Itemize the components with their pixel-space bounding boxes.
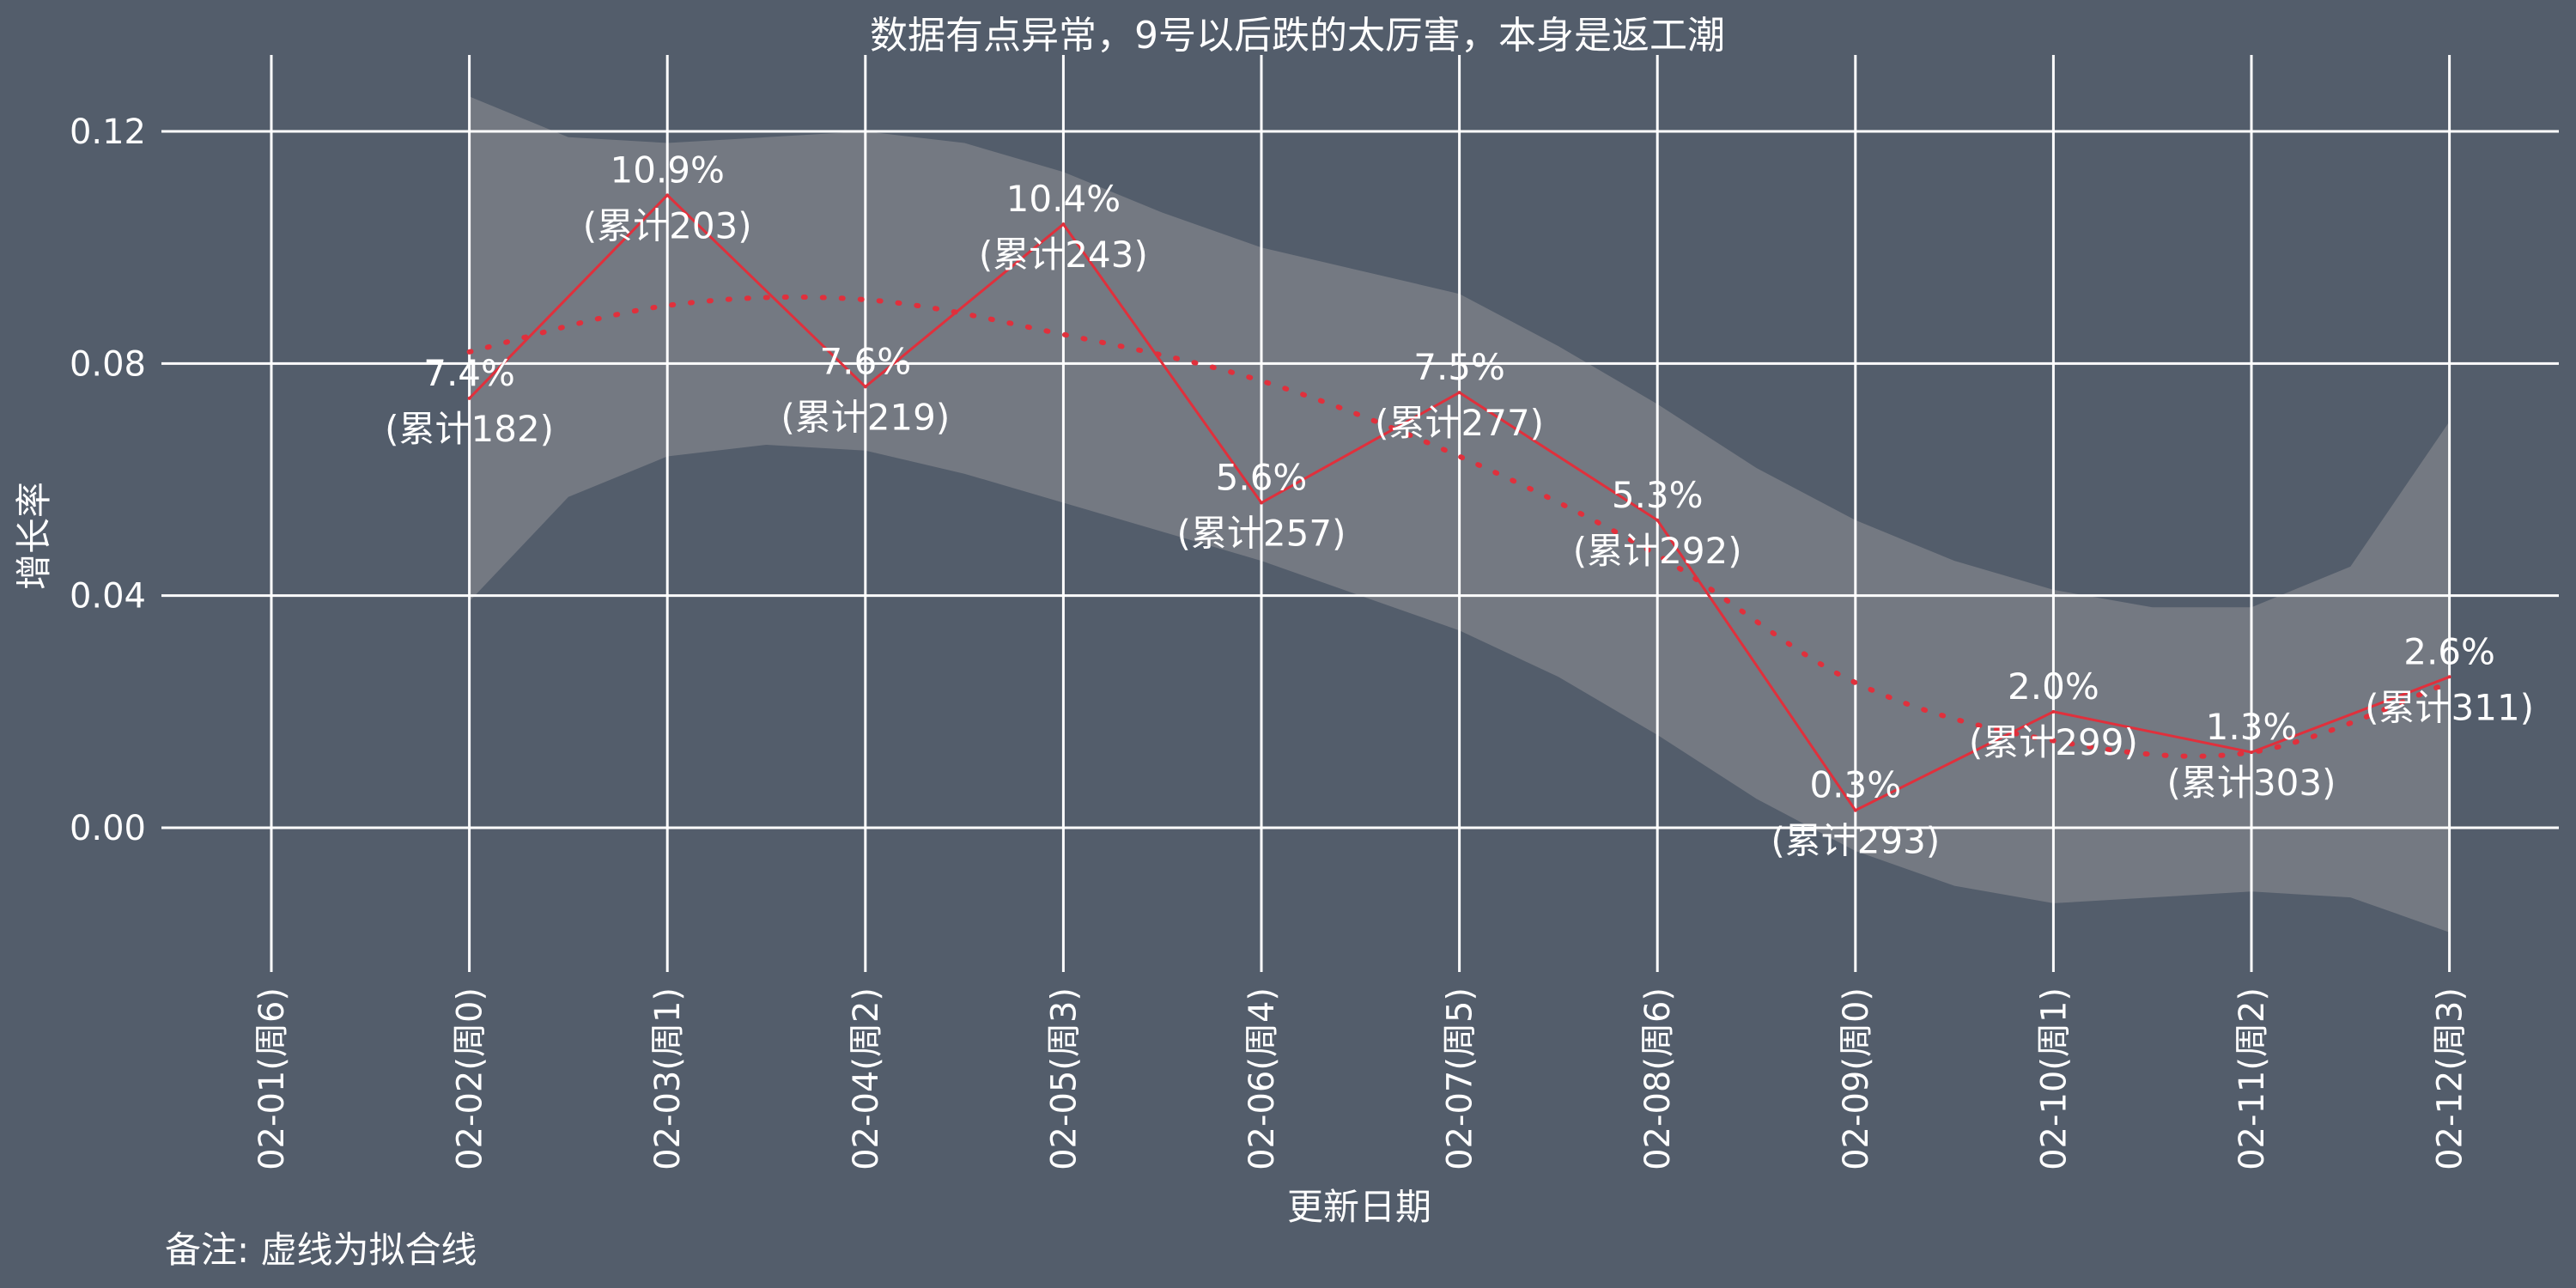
y-tick-label: 0.08 <box>70 344 146 384</box>
data-point <box>2051 709 2056 714</box>
pct-label: 7.4% <box>423 352 515 394</box>
x-tick-label: 02-11(周2) <box>2233 987 2272 1170</box>
pct-label: 7.6% <box>819 340 911 382</box>
fit-line <box>466 295 2452 759</box>
x-tick-label: 02-08(周6) <box>1638 987 1678 1170</box>
x-tick-labels: 02-01(周6) 02-02(周0) 02-03(周1) 02-04(周2) 02-0… <box>252 987 2470 1170</box>
y-tick-label: 0.04 <box>70 577 146 617</box>
x-tick-label: 02-09(周0) <box>1837 987 1876 1170</box>
data-point <box>1260 501 1263 505</box>
y-tick-label: 0.00 <box>70 809 146 848</box>
data-point <box>1061 222 1066 227</box>
data-point <box>2250 750 2253 755</box>
y-tick-labels: 0.00 0.04 0.08 0.12 <box>70 112 146 848</box>
cumulative-label: (累计299) <box>1969 721 2138 763</box>
x-tick-label: 02-12(周3) <box>2431 987 2470 1170</box>
data-point <box>863 385 867 389</box>
observed-line-layer <box>467 193 2451 812</box>
pct-label: 2.0% <box>2008 665 2099 708</box>
pct-label: 0.3% <box>1809 764 1901 806</box>
y-tick-label: 0.12 <box>70 112 146 152</box>
footnote: 备注: 虚线为拟合线 <box>165 1229 477 1271</box>
cumulative-label: (累计243) <box>979 234 1148 276</box>
cumulative-label: (累计182) <box>385 408 554 450</box>
chart-title: 数据有点异常，9号以后跌的太厉害，本身是返工潮 <box>870 14 1725 58</box>
cumulative-label: (累计257) <box>1177 513 1346 555</box>
y-axis-label: 增长率 <box>13 482 55 590</box>
data-point <box>467 396 471 400</box>
x-tick-label: 02-01(周6) <box>252 987 292 1170</box>
pct-label: 7.5% <box>1413 346 1505 388</box>
pct-label: 1.3% <box>2206 706 2298 748</box>
cumulative-label: (累计293) <box>1771 820 1940 862</box>
x-axis-label: 更新日期 <box>1287 1186 1431 1228</box>
pct-label: 5.6% <box>1216 457 1308 499</box>
x-tick-label: 02-02(周0) <box>451 987 490 1170</box>
data-point <box>1457 391 1461 395</box>
cumulative-label: (累计303) <box>2167 762 2336 804</box>
cumulative-label: (累计203) <box>583 204 752 246</box>
cumulative-label: (累计311) <box>2365 686 2534 728</box>
data-point <box>2447 675 2451 679</box>
data-point <box>665 193 670 197</box>
data-point <box>1853 808 1857 812</box>
pct-label: 10.4% <box>1006 178 1121 220</box>
x-tick-label: 02-04(周2) <box>847 987 886 1170</box>
x-tick-label: 02-05(周3) <box>1044 987 1084 1170</box>
x-tick-label: 02-06(周4) <box>1242 987 1282 1170</box>
x-tick-label: 02-07(周5) <box>1441 987 1480 1170</box>
cumulative-label: (累计277) <box>1375 402 1544 444</box>
grid-layer <box>161 55 2559 972</box>
x-tick-label: 02-03(周1) <box>648 987 688 1170</box>
pct-label: 2.6% <box>2403 630 2495 672</box>
pct-label: 5.3% <box>1612 474 1704 516</box>
data-labels: 7.4% (累计182) 10.9% (累计203) 7.6% (累计219) 10.4% (… <box>385 149 2534 861</box>
x-tick-label: 02-10(周1) <box>2034 987 2074 1170</box>
cumulative-label: (累计292) <box>1573 530 1742 572</box>
cumulative-label: (累计219) <box>781 396 950 438</box>
fit-line-layer <box>466 295 2452 759</box>
pct-label: 10.9% <box>610 149 724 191</box>
data-point <box>1656 518 1660 522</box>
